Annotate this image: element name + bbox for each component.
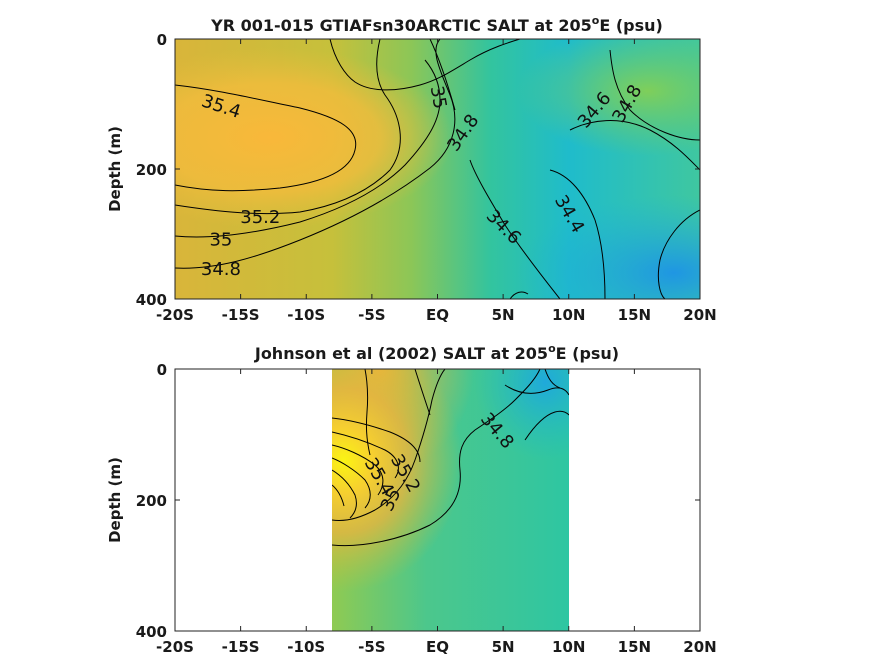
panel-1: YR 001-015 GTIAFsn30ARCTIC SALT at 205oE… [106, 14, 717, 324]
contour-label: 35 [209, 230, 232, 251]
contour-lines-1 [175, 39, 700, 299]
contour-label: 35.2 [240, 207, 280, 228]
y-axis-label-1: Depth (m) [106, 126, 124, 212]
chart-2-title: Johnson et al (2002) SALT at 205oE (psu) [254, 342, 619, 363]
x-tick-label: EQ [426, 638, 449, 656]
x-tick-label: -10S [287, 306, 325, 324]
title-text: Johnson et al (2002) SALT at 205 [254, 344, 548, 363]
title-degree: o [592, 14, 600, 27]
contour-label: 34.8 [201, 259, 241, 280]
y-tick-label: 0 [157, 31, 167, 49]
panel-2: Johnson et al (2002) SALT at 205oE (psu) [106, 342, 717, 656]
contour-label: 35 [426, 84, 451, 110]
y-tick-label: 400 [136, 623, 167, 641]
y-tick-label: 200 [136, 492, 167, 510]
y-axis-2: 0 200 400 [136, 361, 700, 641]
title-tail: E (psu) [599, 16, 663, 35]
x-tick-label: -15S [222, 638, 260, 656]
x-tick-label: -5S [358, 306, 385, 324]
x-tick-label: EQ [426, 306, 449, 324]
x-tick-label: 20N [683, 638, 716, 656]
x-tick-label: 10N [552, 638, 585, 656]
x-tick-label: 5N [492, 306, 515, 324]
x-tick-label: -15S [222, 306, 260, 324]
heatmap-2 [332, 369, 569, 631]
x-axis-2: -20S -15S -10S -5S EQ 5N 10N 15N 20N [156, 369, 717, 656]
heatmap-1 [175, 39, 700, 299]
y-tick-label: 0 [157, 361, 167, 379]
y-tick-label: 400 [136, 291, 167, 309]
contour-lines-2 [332, 369, 569, 547]
chart-1-title: YR 001-015 GTIAFsn30ARCTIC SALT at 205oE… [210, 14, 663, 35]
title-tail: E (psu) [556, 344, 620, 363]
x-tick-label: 10N [552, 306, 585, 324]
x-tick-label: -10S [287, 638, 325, 656]
y-axis-1: 0 200 400 [136, 31, 700, 309]
x-tick-label: 20N [683, 306, 716, 324]
y-tick-label: 200 [136, 161, 167, 179]
x-tick-label: 15N [618, 306, 651, 324]
x-tick-label: 15N [618, 638, 651, 656]
title-degree: o [548, 342, 556, 355]
title-text: YR 001-015 GTIAFsn30ARCTIC SALT at 205 [210, 16, 592, 35]
x-tick-label: -20S [156, 306, 194, 324]
x-tick-label: -20S [156, 638, 194, 656]
x-tick-label: -5S [358, 638, 385, 656]
x-axis-1: -20S -15S -10S -5S EQ 5N 10N 15N 20N [156, 39, 717, 324]
y-axis-label-2: Depth (m) [106, 457, 124, 543]
x-tick-label: 5N [492, 638, 515, 656]
